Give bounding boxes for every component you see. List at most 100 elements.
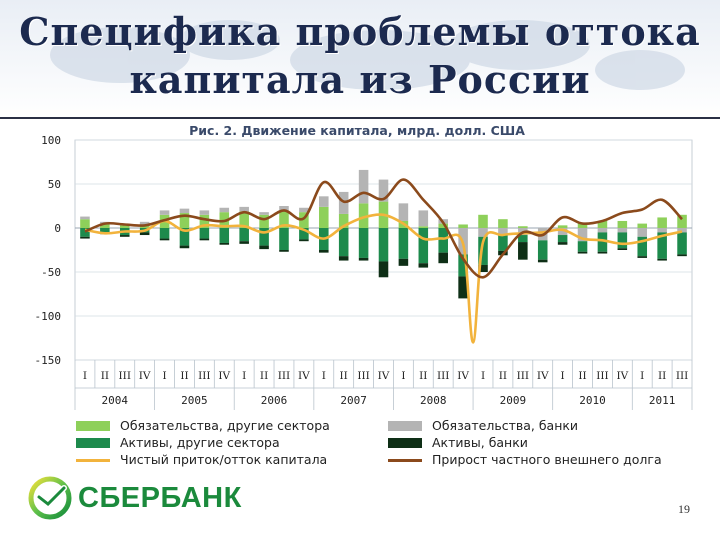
bar-liab-other bbox=[597, 220, 608, 228]
bar-assets-other bbox=[537, 240, 548, 260]
bar-assets-other bbox=[239, 228, 249, 242]
bar-liab-other bbox=[637, 223, 648, 228]
bar-assets-other bbox=[378, 228, 389, 262]
bar-assets-banks bbox=[478, 264, 488, 272]
bar-assets-other bbox=[617, 232, 628, 249]
x-tick-label: I bbox=[83, 370, 87, 382]
bar-assets-banks bbox=[179, 245, 190, 249]
bar-assets-other bbox=[299, 228, 309, 240]
bar-assets-banks bbox=[219, 242, 230, 245]
line-net-flow bbox=[84, 213, 683, 344]
bar-liab-banks bbox=[657, 228, 667, 233]
page-number: 19 bbox=[678, 502, 690, 516]
bar-liab-other bbox=[577, 223, 588, 228]
bar-liab-other bbox=[617, 220, 628, 228]
bar-assets-banks bbox=[119, 235, 130, 237]
bar-liab-other bbox=[677, 214, 687, 228]
bar-liab-other bbox=[179, 213, 190, 228]
bar-liab-other bbox=[418, 226, 429, 228]
y-tick-label: -100 bbox=[35, 310, 62, 323]
bar-assets-banks bbox=[438, 252, 448, 264]
year-label: 2006 bbox=[261, 394, 288, 407]
sberbank-logo: СБЕРБАНК bbox=[28, 476, 258, 524]
bar-assets-other bbox=[518, 235, 528, 243]
bar-assets-banks bbox=[358, 257, 369, 261]
bar-assets-other bbox=[657, 232, 667, 259]
bar-assets-banks bbox=[458, 276, 468, 299]
x-tick-label: IV bbox=[537, 370, 549, 382]
bar-assets-other bbox=[498, 235, 508, 251]
x-tick-label: IV bbox=[298, 370, 310, 382]
bar-liab-banks bbox=[358, 169, 369, 204]
bar-liab-other bbox=[358, 203, 369, 228]
x-tick-label: I bbox=[561, 370, 565, 382]
x-tick-label: II bbox=[180, 370, 188, 382]
world-map-watermark bbox=[50, 20, 685, 90]
brand-name: СБЕРБАНК bbox=[78, 482, 242, 514]
bar-assets-other bbox=[159, 228, 170, 239]
bar-assets-other bbox=[597, 232, 608, 252]
bar-liab-other bbox=[299, 212, 309, 228]
bar-assets-banks bbox=[279, 250, 289, 252]
bar-assets-other bbox=[219, 228, 230, 243]
bar-assets-banks bbox=[299, 239, 309, 242]
year-label: 2010 bbox=[579, 394, 606, 407]
bar-assets-banks bbox=[617, 248, 628, 250]
bars bbox=[80, 169, 687, 299]
bar-liab-other bbox=[119, 225, 130, 228]
bar-assets-other bbox=[478, 236, 488, 265]
bar-liab-banks bbox=[299, 207, 309, 213]
bar-liab-banks bbox=[577, 228, 588, 242]
legend-label: Прирост частного внешнего долга bbox=[432, 452, 662, 467]
bar-liab-other bbox=[657, 217, 667, 228]
bar-assets-other bbox=[199, 228, 210, 239]
x-tick-label: II bbox=[419, 370, 427, 382]
line-debt-growth bbox=[84, 178, 683, 279]
bar-liab-banks bbox=[557, 228, 568, 236]
x-tick-label: III bbox=[596, 370, 608, 382]
bar-liab-banks bbox=[139, 221, 150, 225]
bar-liab-other bbox=[438, 223, 448, 228]
bar-liab-other bbox=[338, 213, 349, 228]
bar-liab-banks bbox=[259, 212, 269, 215]
bar-assets-other bbox=[100, 228, 110, 233]
x-tick-label: I bbox=[401, 370, 405, 382]
bar-liab-other bbox=[458, 224, 468, 228]
title-line-2: капитала из России bbox=[129, 57, 591, 102]
bar-assets-banks bbox=[537, 259, 548, 263]
bar-liab-banks bbox=[159, 210, 170, 215]
bar-assets-banks bbox=[577, 251, 588, 254]
bar-assets-other bbox=[438, 228, 448, 253]
bar-assets-banks bbox=[378, 261, 389, 278]
legend-swatch bbox=[388, 459, 422, 462]
bar-liab-other bbox=[239, 211, 249, 228]
bar-liab-banks bbox=[677, 228, 687, 233]
bar-assets-banks bbox=[159, 238, 170, 241]
x-tick-label: I bbox=[242, 370, 246, 382]
bar-liab-banks bbox=[637, 228, 648, 237]
bar-liab-other bbox=[199, 214, 210, 228]
x-tick-label: I bbox=[162, 370, 166, 382]
bar-assets-banks bbox=[139, 232, 150, 236]
bar-liab-banks bbox=[398, 203, 409, 221]
bar-assets-banks bbox=[677, 254, 687, 257]
x-tick-label: IV bbox=[218, 370, 230, 382]
legend-swatch bbox=[76, 459, 110, 462]
bar-assets-banks bbox=[338, 256, 349, 261]
x-tick-label: II bbox=[578, 370, 586, 382]
bar-liab-banks bbox=[199, 210, 210, 215]
bar-liab-banks bbox=[478, 228, 488, 237]
bar-assets-banks bbox=[199, 238, 210, 241]
year-label: 2007 bbox=[340, 394, 367, 407]
bar-liab-other bbox=[319, 206, 329, 228]
bar-assets-other bbox=[338, 228, 349, 257]
x-tick-label: III bbox=[119, 370, 131, 382]
x-tick-label: III bbox=[517, 370, 529, 382]
y-tick-label: 0 bbox=[54, 222, 61, 235]
x-tick-label: IV bbox=[378, 370, 390, 382]
bar-liab-banks bbox=[617, 228, 628, 233]
legend-label: Обязательства, другие сектора bbox=[120, 418, 330, 433]
bar-assets-other bbox=[259, 228, 269, 246]
bar-assets-banks bbox=[259, 245, 269, 250]
